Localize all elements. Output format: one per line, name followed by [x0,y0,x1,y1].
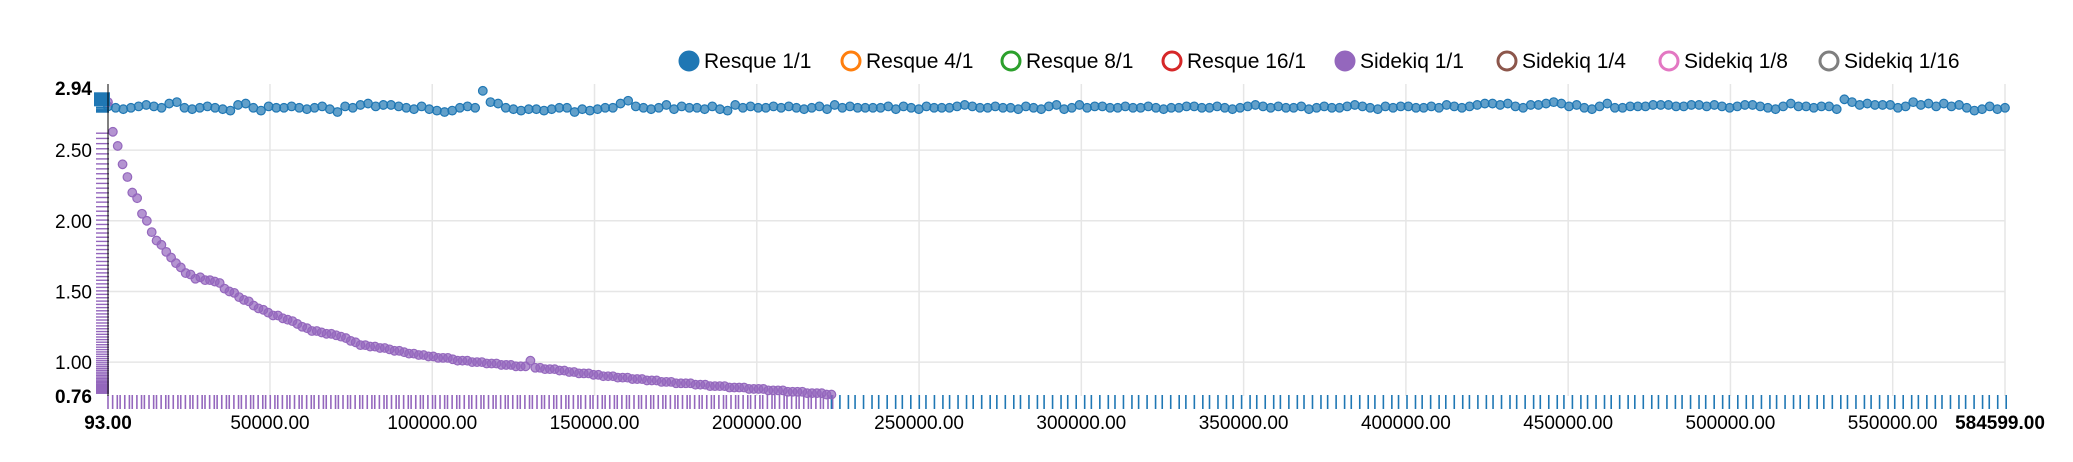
legend-marker[interactable] [840,50,862,72]
legend-marker[interactable] [1161,50,1183,72]
legend-label: Resque 16/1 [1187,50,1306,73]
data-point[interactable] [1602,98,1613,109]
legend-label: Resque 1/1 [704,50,811,73]
legend-item-sidekiq-1-16[interactable]: Sidekiq 1/16 [1818,50,1960,73]
data-point[interactable] [722,105,733,116]
legend-item-resque-8-1[interactable]: Resque 8/1 [1000,50,1133,73]
grid-layer [108,84,2006,396]
data-point[interactable] [607,102,618,113]
data-point[interactable] [156,102,167,113]
y-axis-marker [94,92,110,107]
legend-marker[interactable] [1000,50,1022,72]
data-point[interactable] [822,104,832,115]
legend-item-sidekiq-1-1[interactable]: Sidekiq 1/1 [1334,50,1464,73]
series-layer [103,85,2010,400]
rug-layer [96,98,2007,409]
x-tick-label: 400000.00 [1361,413,1451,434]
data-point[interactable] [562,102,572,113]
data-point[interactable] [493,98,504,109]
data-point[interactable] [332,107,343,117]
x-tick-label: 250000.00 [874,413,964,434]
legend-label: Sidekiq 1/8 [1684,50,1788,73]
data-point[interactable] [477,85,488,96]
data-point[interactable] [2000,102,2010,113]
data-point[interactable] [256,105,266,116]
y-tick-label: 2.94 [55,79,92,100]
y-tick-label: 1.50 [55,282,92,303]
y-tick-label: 1.00 [55,353,92,374]
data-point[interactable] [171,97,182,108]
x-tick-label: 100000.00 [387,413,477,434]
data-point[interactable] [1900,101,1911,112]
legend-item-resque-16-1[interactable]: Resque 16/1 [1161,50,1306,73]
legend-item-resque-4-1[interactable]: Resque 4/1 [840,50,973,73]
data-point[interactable] [156,239,167,250]
data-point[interactable] [240,98,251,109]
x-tick-label: 450000.00 [1523,413,1613,434]
x-tick-label: 150000.00 [550,413,640,434]
legend-item-resque-1-1[interactable]: Resque 1/1 [678,50,811,73]
legend-label: Sidekiq 1/4 [1522,50,1626,73]
data-point[interactable] [137,208,147,219]
data-point[interactable] [470,102,481,113]
legend-label: Sidekiq 1/1 [1360,50,1464,73]
x-tick-label: 584599.00 [1955,413,2045,434]
data-point[interactable] [107,126,118,137]
legend-marker[interactable] [1658,50,1680,72]
series-sidekiq-1-1 [103,97,837,400]
x-tick-label: 500000.00 [1686,413,1776,434]
data-point[interactable] [117,159,128,170]
series-resque-1-1 [103,85,2010,117]
legend-marker[interactable] [1818,50,1840,72]
legend-marker[interactable] [1496,50,1518,72]
y-tick-label: 2.00 [55,212,92,233]
y-tick-label: 2.50 [55,141,92,162]
data-point[interactable] [1051,100,1062,110]
legend-item-sidekiq-1-8[interactable]: Sidekiq 1/8 [1658,50,1788,73]
x-tick-label: 550000.00 [1848,413,1938,434]
data-point[interactable] [122,172,133,182]
x-tick-label: 350000.00 [1199,413,1289,434]
legend-item-sidekiq-1-4[interactable]: Sidekiq 1/4 [1496,50,1626,73]
data-point[interactable] [826,389,837,400]
x-tick-label: 200000.00 [712,413,802,434]
legend-marker[interactable] [678,50,700,72]
legend-marker[interactable] [1334,50,1356,72]
x-tick-label: 93.00 [84,413,132,434]
axis-layer: 2.94 2.50 2.00 1.50 1.00 0.76 93.00 50000.00 100… [55,79,2045,434]
legend-label: Sidekiq 1/16 [1844,50,1960,73]
x-tick-label: 300000.00 [1036,413,1126,434]
data-point[interactable] [112,141,123,151]
legend-label: Resque 4/1 [866,50,973,73]
data-point[interactable] [141,215,152,226]
data-point[interactable] [132,193,143,204]
legend-label: Resque 8/1 [1026,50,1133,73]
data-point[interactable] [661,100,672,110]
x-tick-label: 50000.00 [230,413,309,434]
data-point[interactable] [146,227,157,238]
y-tick-label: 0.76 [55,387,92,408]
data-point[interactable] [1831,104,1842,115]
data-point[interactable] [225,105,236,116]
data-point[interactable] [623,95,634,106]
data-point[interactable] [525,355,536,366]
legend[interactable]: Resque 1/1 Resque 4/1 Resque 8/1 Resque 16/… [678,50,1960,73]
